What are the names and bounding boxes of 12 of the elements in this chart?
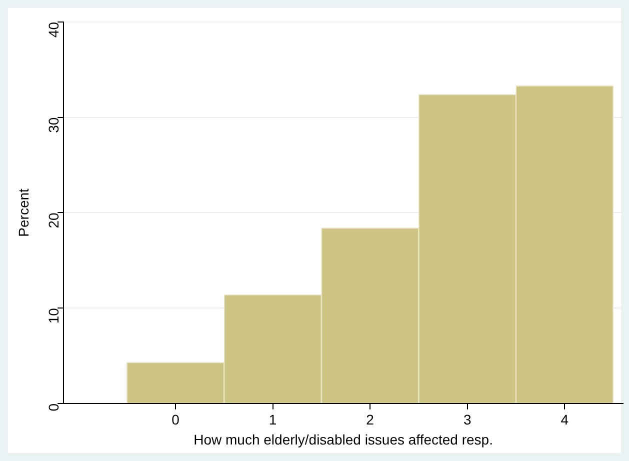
x-tick-label: 0 <box>172 412 180 428</box>
y-tick-label: 30 <box>45 117 62 133</box>
x-tick-label: 4 <box>560 412 569 428</box>
x-tick-label: 3 <box>463 412 472 428</box>
y-tick-label: 0 <box>45 403 62 412</box>
y-tick-label: 10 <box>45 308 62 324</box>
x-tick-label: 2 <box>366 412 374 428</box>
y-axis-title: Percent <box>15 188 32 237</box>
y-tick-label: 20 <box>45 212 62 228</box>
y-tick-label: 40 <box>45 22 62 38</box>
x-axis-title: How much elderly/disabled issues affected resp. <box>194 431 493 448</box>
x-tick-label: 1 <box>268 412 277 428</box>
